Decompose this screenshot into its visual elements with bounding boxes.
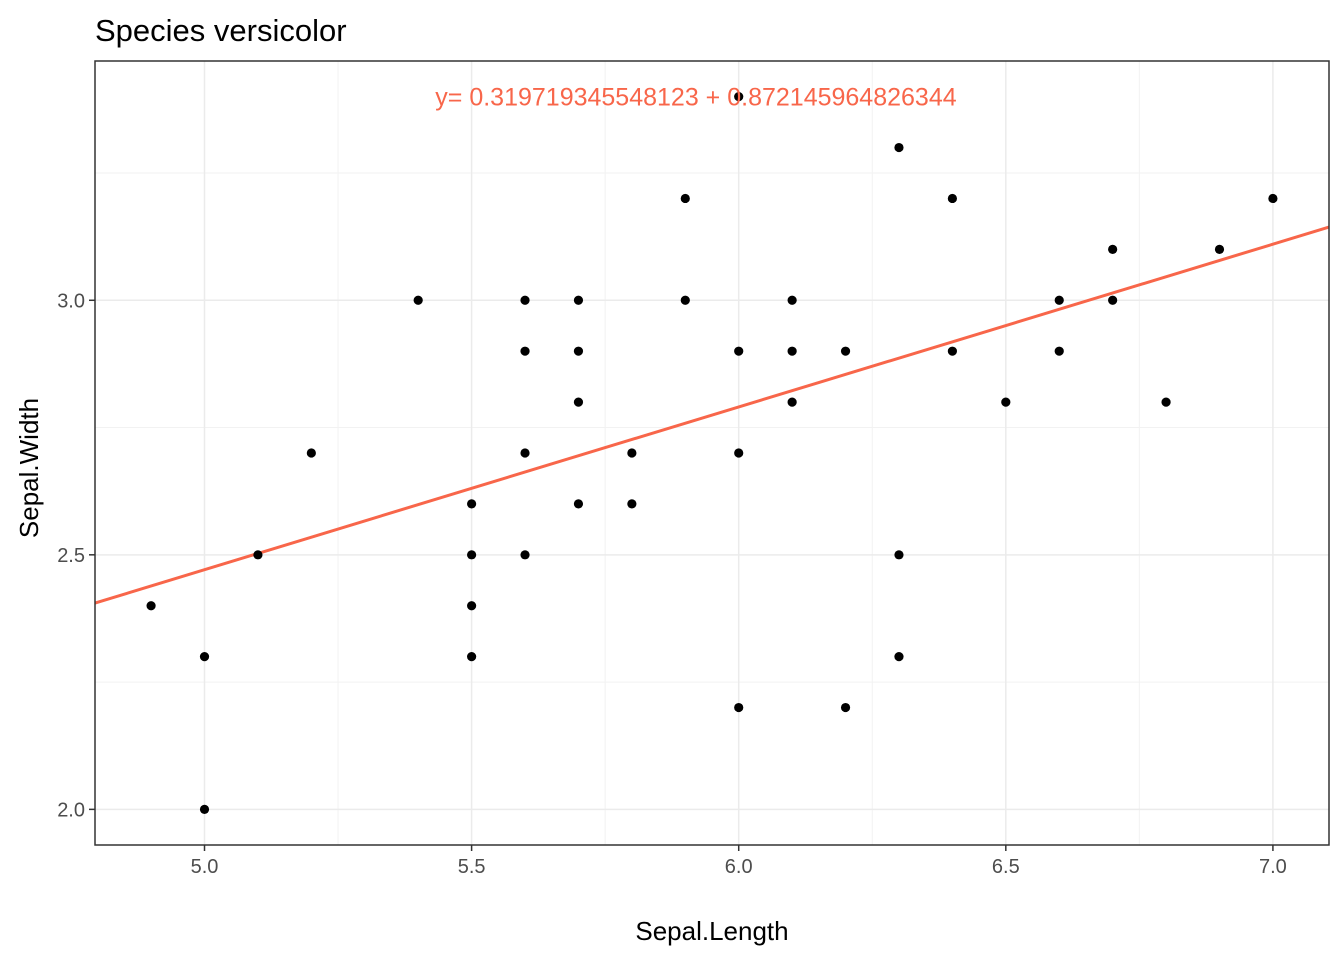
data-point: [734, 448, 744, 458]
x-tick-label: 5.0: [191, 856, 219, 878]
y-tick-label: 3.0: [57, 290, 85, 312]
data-point: [894, 652, 904, 662]
plot-background: [95, 61, 1329, 845]
data-point: [199, 652, 210, 662]
data-point: [680, 193, 690, 204]
data-point: [413, 295, 423, 305]
data-points: [146, 92, 1278, 814]
x-axis: 5.0 5.5 6.0 6.5 7.0: [191, 845, 1287, 878]
data-point: [627, 448, 637, 458]
data-point: [734, 346, 744, 356]
y-tick-label: 2.0: [57, 799, 85, 821]
plot-panel: y= 0.319719345548123 + 0.872145964826344: [94, 60, 1330, 846]
data-point: [467, 550, 477, 560]
data-point: [947, 346, 957, 356]
data-point: [734, 92, 744, 102]
data-point: [1001, 397, 1011, 407]
data-point: [520, 448, 530, 458]
plot-border: [94, 60, 1330, 846]
x-axis-title: Sepal.Length: [635, 916, 788, 946]
y-axis: 2.0 2.5 3.0: [57, 290, 95, 821]
data-point: [306, 448, 316, 458]
data-point: [840, 346, 851, 356]
data-point: [253, 550, 263, 560]
data-point: [680, 295, 690, 305]
data-point: [1214, 244, 1225, 254]
grid-lines: [95, 61, 1329, 845]
data-point: [573, 397, 584, 407]
data-point: [787, 295, 797, 305]
data-point: [146, 601, 156, 611]
y-tick-label: 2.5: [57, 545, 85, 567]
data-point: [467, 601, 477, 611]
regression-line: [94, 225, 1330, 605]
data-point: [1108, 295, 1118, 305]
data-point: [199, 804, 210, 814]
data-point: [894, 550, 904, 560]
data-point: [520, 346, 530, 356]
data-point: [787, 346, 797, 356]
data-point: [520, 550, 530, 560]
data-point: [734, 702, 744, 713]
chart-title: Species versicolor: [95, 13, 347, 48]
data-point: [573, 346, 584, 356]
x-tick-label: 7.0: [1259, 856, 1287, 878]
x-tick-label: 6.0: [725, 856, 753, 878]
data-point: [1268, 193, 1278, 204]
data-point: [467, 652, 477, 662]
data-point: [573, 499, 584, 509]
data-point: [1108, 244, 1118, 254]
y-axis-title: Sepal.Width: [14, 398, 44, 538]
data-point: [840, 702, 851, 713]
data-point: [1161, 397, 1171, 407]
x-tick-label: 5.5: [458, 856, 486, 878]
data-point: [520, 295, 530, 305]
data-point: [573, 295, 584, 305]
x-tick-label: 6.5: [992, 856, 1020, 878]
data-point: [467, 499, 477, 509]
data-point: [1054, 295, 1064, 305]
data-point: [1054, 346, 1064, 356]
data-point: [894, 142, 904, 153]
data-point: [947, 193, 957, 204]
regression-equation-label: y= 0.319719345548123 + 0.872145964826344: [435, 84, 956, 112]
data-point: [627, 499, 637, 509]
data-point: [787, 397, 797, 407]
